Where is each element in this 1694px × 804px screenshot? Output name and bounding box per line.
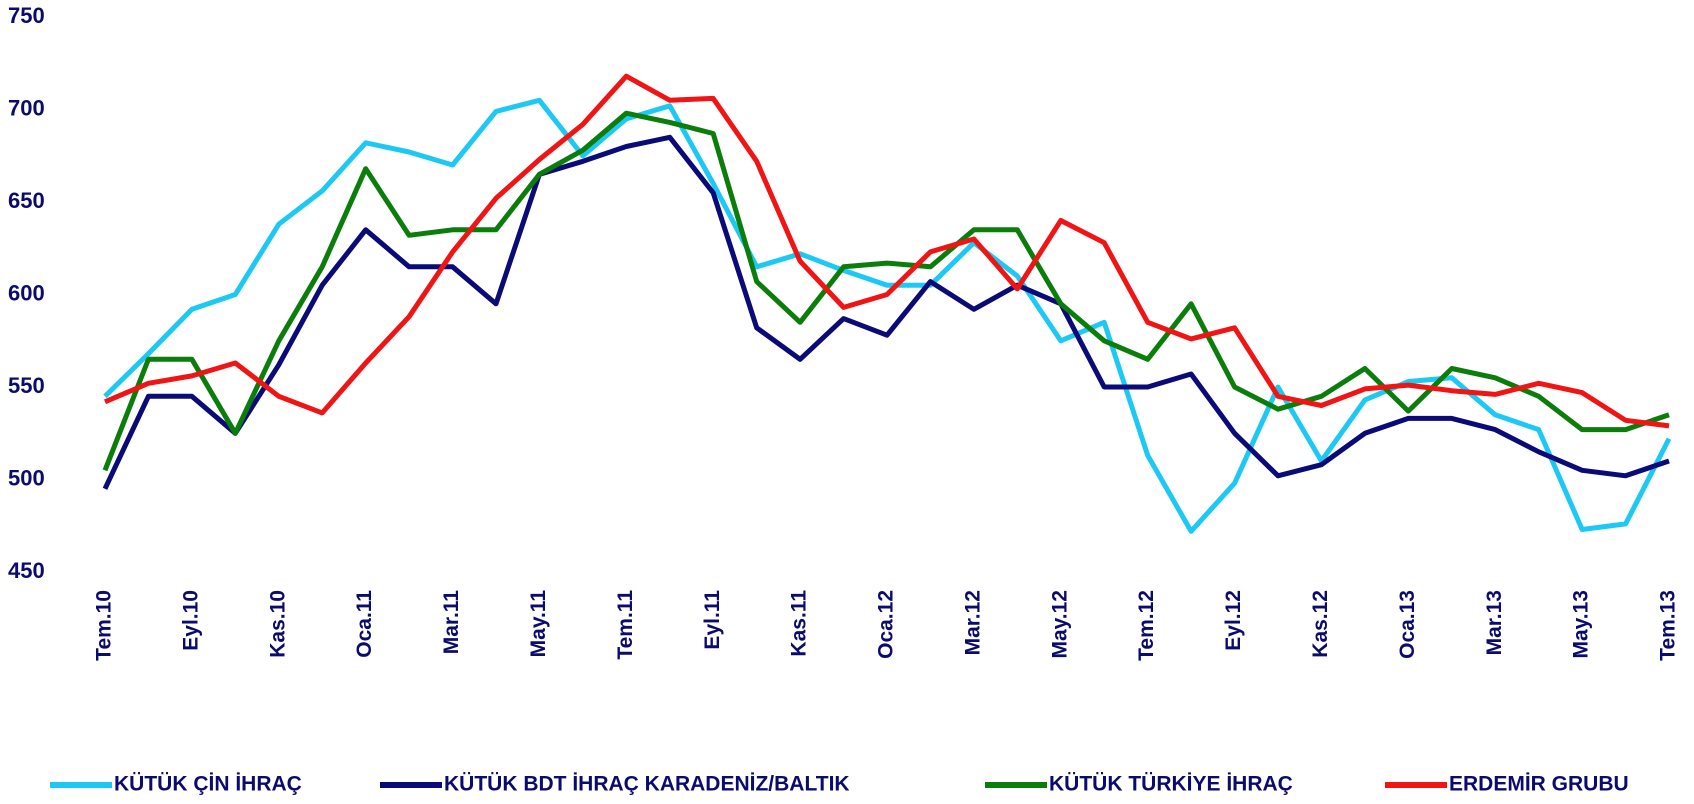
- x-tick-label: Oca.12: [875, 590, 898, 659]
- series-line: [102, 134, 1670, 490]
- x-tick-label: Tem.10: [93, 590, 116, 661]
- series-line: [102, 110, 1670, 472]
- x-tick-label: May.12: [1048, 590, 1071, 659]
- x-tick-label: Tem.13: [1657, 590, 1680, 661]
- y-tick-label: 450: [8, 558, 45, 583]
- x-tick-label: Kas.11: [788, 590, 811, 657]
- x-tick-label: Eyl.11: [701, 590, 724, 650]
- x-tick-label: Tem.12: [1135, 590, 1158, 661]
- x-tick-label: Mar.11: [440, 590, 463, 655]
- x-tick-label: Oca.11: [353, 590, 376, 658]
- legend-label: ERDEMİR GRUBU: [1449, 773, 1629, 796]
- y-tick-label: 650: [8, 188, 45, 213]
- x-tick-label: Tem.11: [614, 590, 637, 660]
- y-tick-label: 600: [8, 280, 45, 305]
- x-tick-label: May.11: [527, 590, 550, 658]
- legend-label: KÜTÜK BDT İHRAÇ KARADENİZ/BALTIK: [444, 773, 850, 796]
- x-tick-label: Mar.13: [1483, 590, 1506, 655]
- y-tick-label: 500: [8, 465, 45, 490]
- x-tick-label: Eyl.10: [179, 590, 202, 651]
- legend-label: KÜTÜK ÇİN İHRAÇ: [114, 773, 302, 796]
- x-tick-label: May.13: [1570, 590, 1593, 659]
- y-tick-label: 550: [8, 373, 45, 398]
- x-tick-label: Oca.13: [1396, 590, 1419, 659]
- series-line: [103, 97, 1672, 534]
- legend-label: KÜTÜK TÜRKİYE İHRAÇ: [1049, 773, 1293, 796]
- y-tick-label: 750: [8, 3, 45, 28]
- x-tick-label: Eyl.12: [1222, 590, 1245, 651]
- x-tick-label: Kas.10: [266, 590, 289, 658]
- x-tick-label: Kas.12: [1309, 590, 1332, 658]
- y-tick-label: 700: [8, 95, 45, 120]
- series-line: [104, 73, 1670, 429]
- x-tick-label: Mar.12: [961, 590, 984, 655]
